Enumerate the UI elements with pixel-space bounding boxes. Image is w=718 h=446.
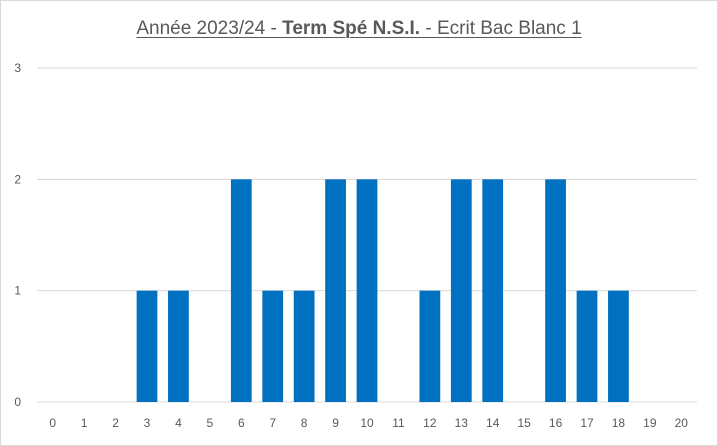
y-tick-label-2: 2 [14, 172, 21, 186]
x-tick-label-10: 10 [360, 416, 374, 430]
title-bold: Term Spé N.S.I. [282, 18, 421, 39]
x-tick-label-17: 17 [580, 416, 594, 430]
x-tick-label-8: 8 [301, 416, 308, 430]
x-tick-label-19: 19 [643, 416, 657, 430]
x-tick-label-4: 4 [175, 416, 182, 430]
x-tick-label-14: 14 [486, 416, 500, 430]
bar-4 [168, 290, 189, 402]
x-tick-label-9: 9 [332, 416, 339, 430]
x-tick-label-18: 18 [612, 416, 626, 430]
bar-17 [576, 290, 598, 402]
bar-6 [230, 179, 252, 402]
chart-title: Année 2023/24 - Term Spé N.S.I. - Ecrit … [0, 18, 718, 40]
bar-3 [136, 290, 158, 402]
bar-7 [262, 290, 284, 402]
title-prefix: Année 2023/24 - [136, 18, 283, 39]
x-tick-label-1: 1 [81, 416, 88, 430]
bar-14 [482, 179, 504, 402]
y-tick-label-0: 0 [14, 395, 21, 409]
bar-10 [356, 179, 378, 402]
x-tick-label-7: 7 [269, 416, 276, 430]
x-axis-ticks: 0 1 2 3 4 5 6 7 8 9 10 11 12 13 14 15 16 17 18 19 20 [49, 416, 688, 430]
x-tick-label-20: 20 [675, 416, 689, 430]
x-tick-label-6: 6 [238, 416, 245, 430]
x-tick-label-5: 5 [207, 416, 214, 430]
title-suffix: - Ecrit Bac Blanc 1 [420, 18, 582, 39]
x-tick-label-15: 15 [517, 416, 531, 430]
bar-16 [545, 179, 566, 402]
bar-12 [419, 290, 441, 402]
bar-8 [293, 290, 315, 402]
y-axis-ticks: 0 1 2 3 [14, 61, 21, 409]
x-tick-label-3: 3 [144, 416, 151, 430]
bars [136, 179, 629, 402]
x-tick-label-2: 2 [112, 416, 119, 430]
x-tick-label-16: 16 [549, 416, 563, 430]
x-tick-label-0: 0 [49, 416, 56, 430]
x-tick-label-11: 11 [392, 416, 405, 430]
y-tick-label-3: 3 [14, 61, 21, 75]
bar-9 [325, 179, 346, 402]
x-tick-label-13: 13 [455, 416, 469, 430]
y-tick-label-1: 1 [14, 284, 21, 298]
x-tick-label-12: 12 [423, 416, 437, 430]
bar-13 [450, 179, 472, 402]
bar-18 [608, 290, 629, 402]
